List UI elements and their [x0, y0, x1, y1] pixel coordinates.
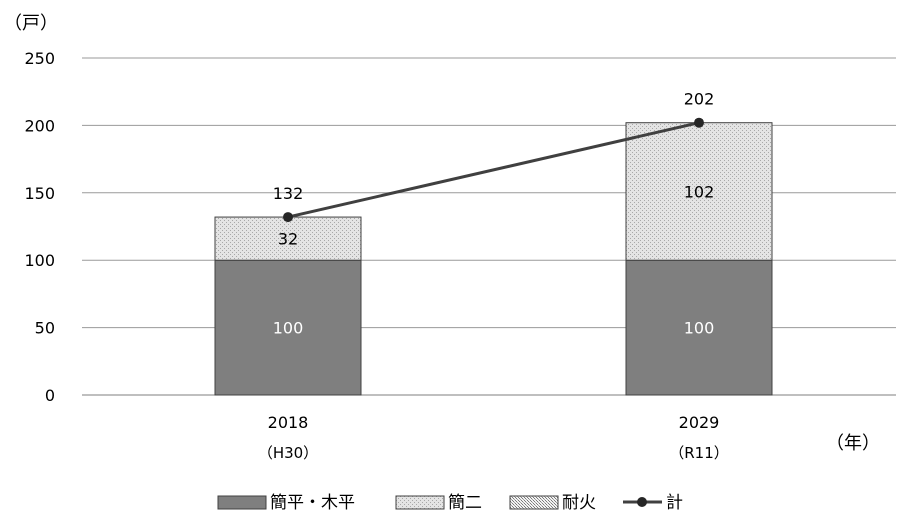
total-marker: [694, 117, 704, 128]
y-tick-label: 250: [24, 49, 55, 68]
legend-label: 簡平・木平: [270, 493, 355, 513]
x-tick-year: 2029: [679, 413, 720, 432]
y-axis-ticks: 0 50 100 150 200 250: [24, 49, 55, 405]
segment-value-label: 32: [278, 230, 298, 249]
segment-value-label: 100: [273, 319, 304, 338]
y-tick-label: 0: [45, 386, 55, 405]
y-tick-label: 150: [24, 184, 55, 203]
legend-label: 耐火: [562, 493, 596, 513]
total-line: 132 202: [273, 90, 715, 223]
y-unit-label: （戸）: [4, 13, 58, 34]
bars: [214, 122, 773, 396]
legend-label: 簡二: [448, 493, 482, 513]
legend: 簡平・木平 簡二 耐火 計: [217, 493, 683, 513]
total-value-label: 202: [684, 90, 715, 109]
bar-segment: [625, 259, 773, 396]
gridlines: [82, 57, 896, 396]
bar-segment: [214, 259, 362, 396]
segment-value-label: 102: [684, 182, 715, 201]
segment-labels: 100 32 100 102: [273, 182, 715, 337]
total-value-label: 132: [273, 184, 304, 203]
bar-segment: [214, 216, 362, 261]
legend-swatch: [395, 495, 445, 510]
legend-swatch: [509, 495, 559, 510]
x-unit-label: （年）: [826, 433, 880, 454]
x-tick-year: 2018: [268, 413, 309, 432]
y-tick-label: 200: [24, 116, 55, 135]
legend-label: 計: [666, 493, 683, 513]
x-tick-era: （R11）: [669, 444, 729, 462]
x-tick-era: （H30）: [258, 444, 318, 462]
total-line-path: [287, 121, 700, 219]
legend-line-marker: [637, 497, 647, 507]
segment-value-label: 100: [684, 319, 715, 338]
legend-swatch: [217, 495, 267, 510]
x-axis-labels: 2018 （H30） 2029 （R11）: [258, 413, 729, 462]
y-tick-label: 100: [24, 251, 55, 270]
total-marker: [283, 212, 293, 223]
y-tick-label: 50: [35, 319, 55, 338]
